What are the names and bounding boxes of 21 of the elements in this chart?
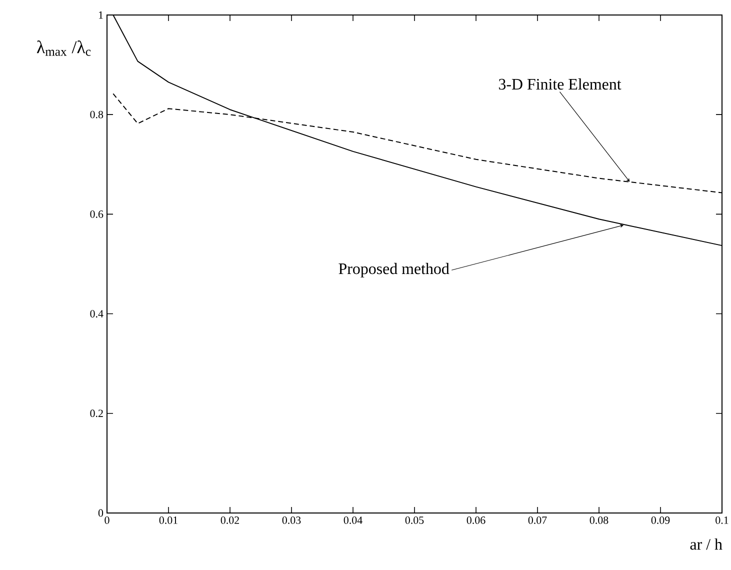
y-tick-label: 0.4 [90, 310, 104, 318]
x-tick-label: 0.09 [651, 516, 670, 524]
x-tick-label: 0.08 [590, 516, 608, 524]
y-axis-title: λ$_{max}$ /λ$_{c}$ [36, 40, 91, 56]
y-tick-label: 0 [98, 509, 104, 517]
annotation: Proposed method [338, 262, 450, 278]
x-axis-title: ar / h [690, 538, 722, 550]
annotation: 3-D Finite Element [498, 78, 622, 90]
x-tick-label: 0 [104, 516, 110, 524]
y-tick-label: 1 [98, 11, 103, 19]
x-tick-label: 0.06 [466, 516, 486, 524]
y-tick-label: 0.2 [90, 410, 103, 418]
x-tick-label: 0.02 [220, 516, 239, 524]
x-tick-label: 0.05 [405, 516, 424, 524]
y-tick-label: 0.6 [90, 210, 104, 218]
x-tick-label: 0.1 [716, 516, 728, 524]
x-tick-label: 0.03 [282, 516, 301, 524]
y-tick-label: 0.8 [90, 110, 104, 118]
x-tick-label: 0.01 [159, 516, 178, 524]
x-tick-label: 0.07 [528, 516, 547, 524]
x-tick-label: 0.04 [344, 516, 362, 524]
